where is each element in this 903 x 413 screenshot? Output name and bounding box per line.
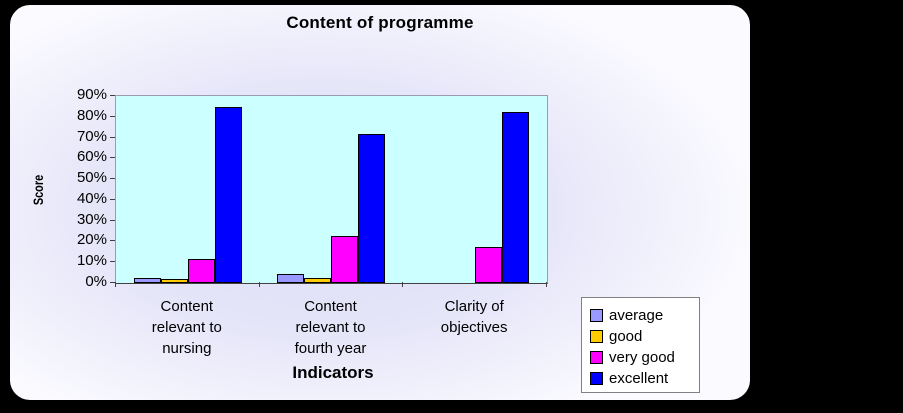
bar-excellent (358, 134, 386, 283)
bar-average (277, 274, 305, 283)
y-tick-mark (110, 157, 115, 159)
y-tick-label: 10% (76, 252, 107, 270)
bar-very-good (187, 259, 215, 283)
plot-area (115, 95, 548, 284)
y-tick-mark (110, 219, 115, 221)
y-tick-mark (110, 240, 115, 242)
bar-slot (160, 279, 188, 283)
bar-slot (187, 259, 215, 283)
y-tick-mark (110, 115, 115, 117)
legend-label: average (609, 307, 664, 324)
y-tick-mark (110, 178, 115, 180)
bar-very-good (475, 247, 503, 283)
x-category-label: Content relevant to fourth year (294, 298, 367, 357)
y-tick-label: 90% (76, 86, 107, 103)
chart-title: Content of programme (286, 13, 474, 32)
bar-very-good (331, 236, 359, 283)
legend-label: excellent (609, 370, 669, 387)
y-tick-label: 50% (76, 169, 107, 187)
bar-excellent (214, 107, 242, 283)
bar-slot (475, 247, 503, 283)
bar-good (304, 278, 332, 283)
y-tick-label: 40% (76, 189, 107, 207)
x-category-label: Clarity of objectives (440, 298, 508, 336)
bar-slot (358, 134, 386, 283)
bar-good (160, 279, 188, 283)
x-tick-mark (546, 282, 547, 287)
legend-swatch-icon (590, 330, 603, 343)
legend-item: very good (590, 347, 699, 368)
bar-slot (214, 107, 242, 283)
legend-item: excellent (590, 368, 699, 389)
bar-group (403, 96, 547, 283)
y-tick-mark (110, 136, 115, 138)
legend-swatch-icon (590, 309, 603, 322)
y-tick-mark (110, 95, 115, 96)
y-tick-label: 0% (85, 273, 107, 290)
bar-excellent (502, 112, 530, 283)
bar-slot (277, 274, 305, 283)
y-tick-label: 20% (76, 231, 107, 249)
y-tick-label: 70% (76, 127, 107, 145)
legend-label: good (609, 328, 643, 345)
x-tick-mark (402, 282, 404, 287)
bar-group (260, 96, 404, 283)
chart-inner: Content of programme Score 0% 10% 20% 30% 40… (10, 5, 750, 400)
y-tick-label: 80% (76, 106, 107, 124)
legend-swatch-icon (590, 351, 603, 364)
y-tick-mark (110, 198, 115, 200)
bar-group (116, 96, 260, 283)
legend-label: very good (609, 349, 675, 366)
bar-average (133, 278, 161, 283)
y-tick-label: 30% (76, 210, 107, 228)
bar-slot (502, 112, 530, 283)
bar-slot (304, 278, 332, 283)
legend: average good very good excellent (581, 297, 700, 393)
legend-swatch-icon (590, 372, 603, 385)
y-tick-label: 60% (76, 148, 107, 166)
x-tick-mark (115, 282, 116, 287)
chart-frame: Content of programme Score 0% 10% 20% 30% 40… (6, 1, 754, 404)
bar-slot (133, 278, 161, 283)
x-category-label: Content relevant to nursing (151, 298, 222, 357)
legend-item: good (590, 326, 699, 347)
y-tick-mark (110, 282, 115, 283)
legend-item: average (590, 305, 699, 326)
y-tick-mark (110, 261, 115, 263)
bar-slot (331, 236, 359, 283)
x-tick-mark (258, 282, 260, 287)
x-axis-title: Indicators (292, 363, 374, 382)
